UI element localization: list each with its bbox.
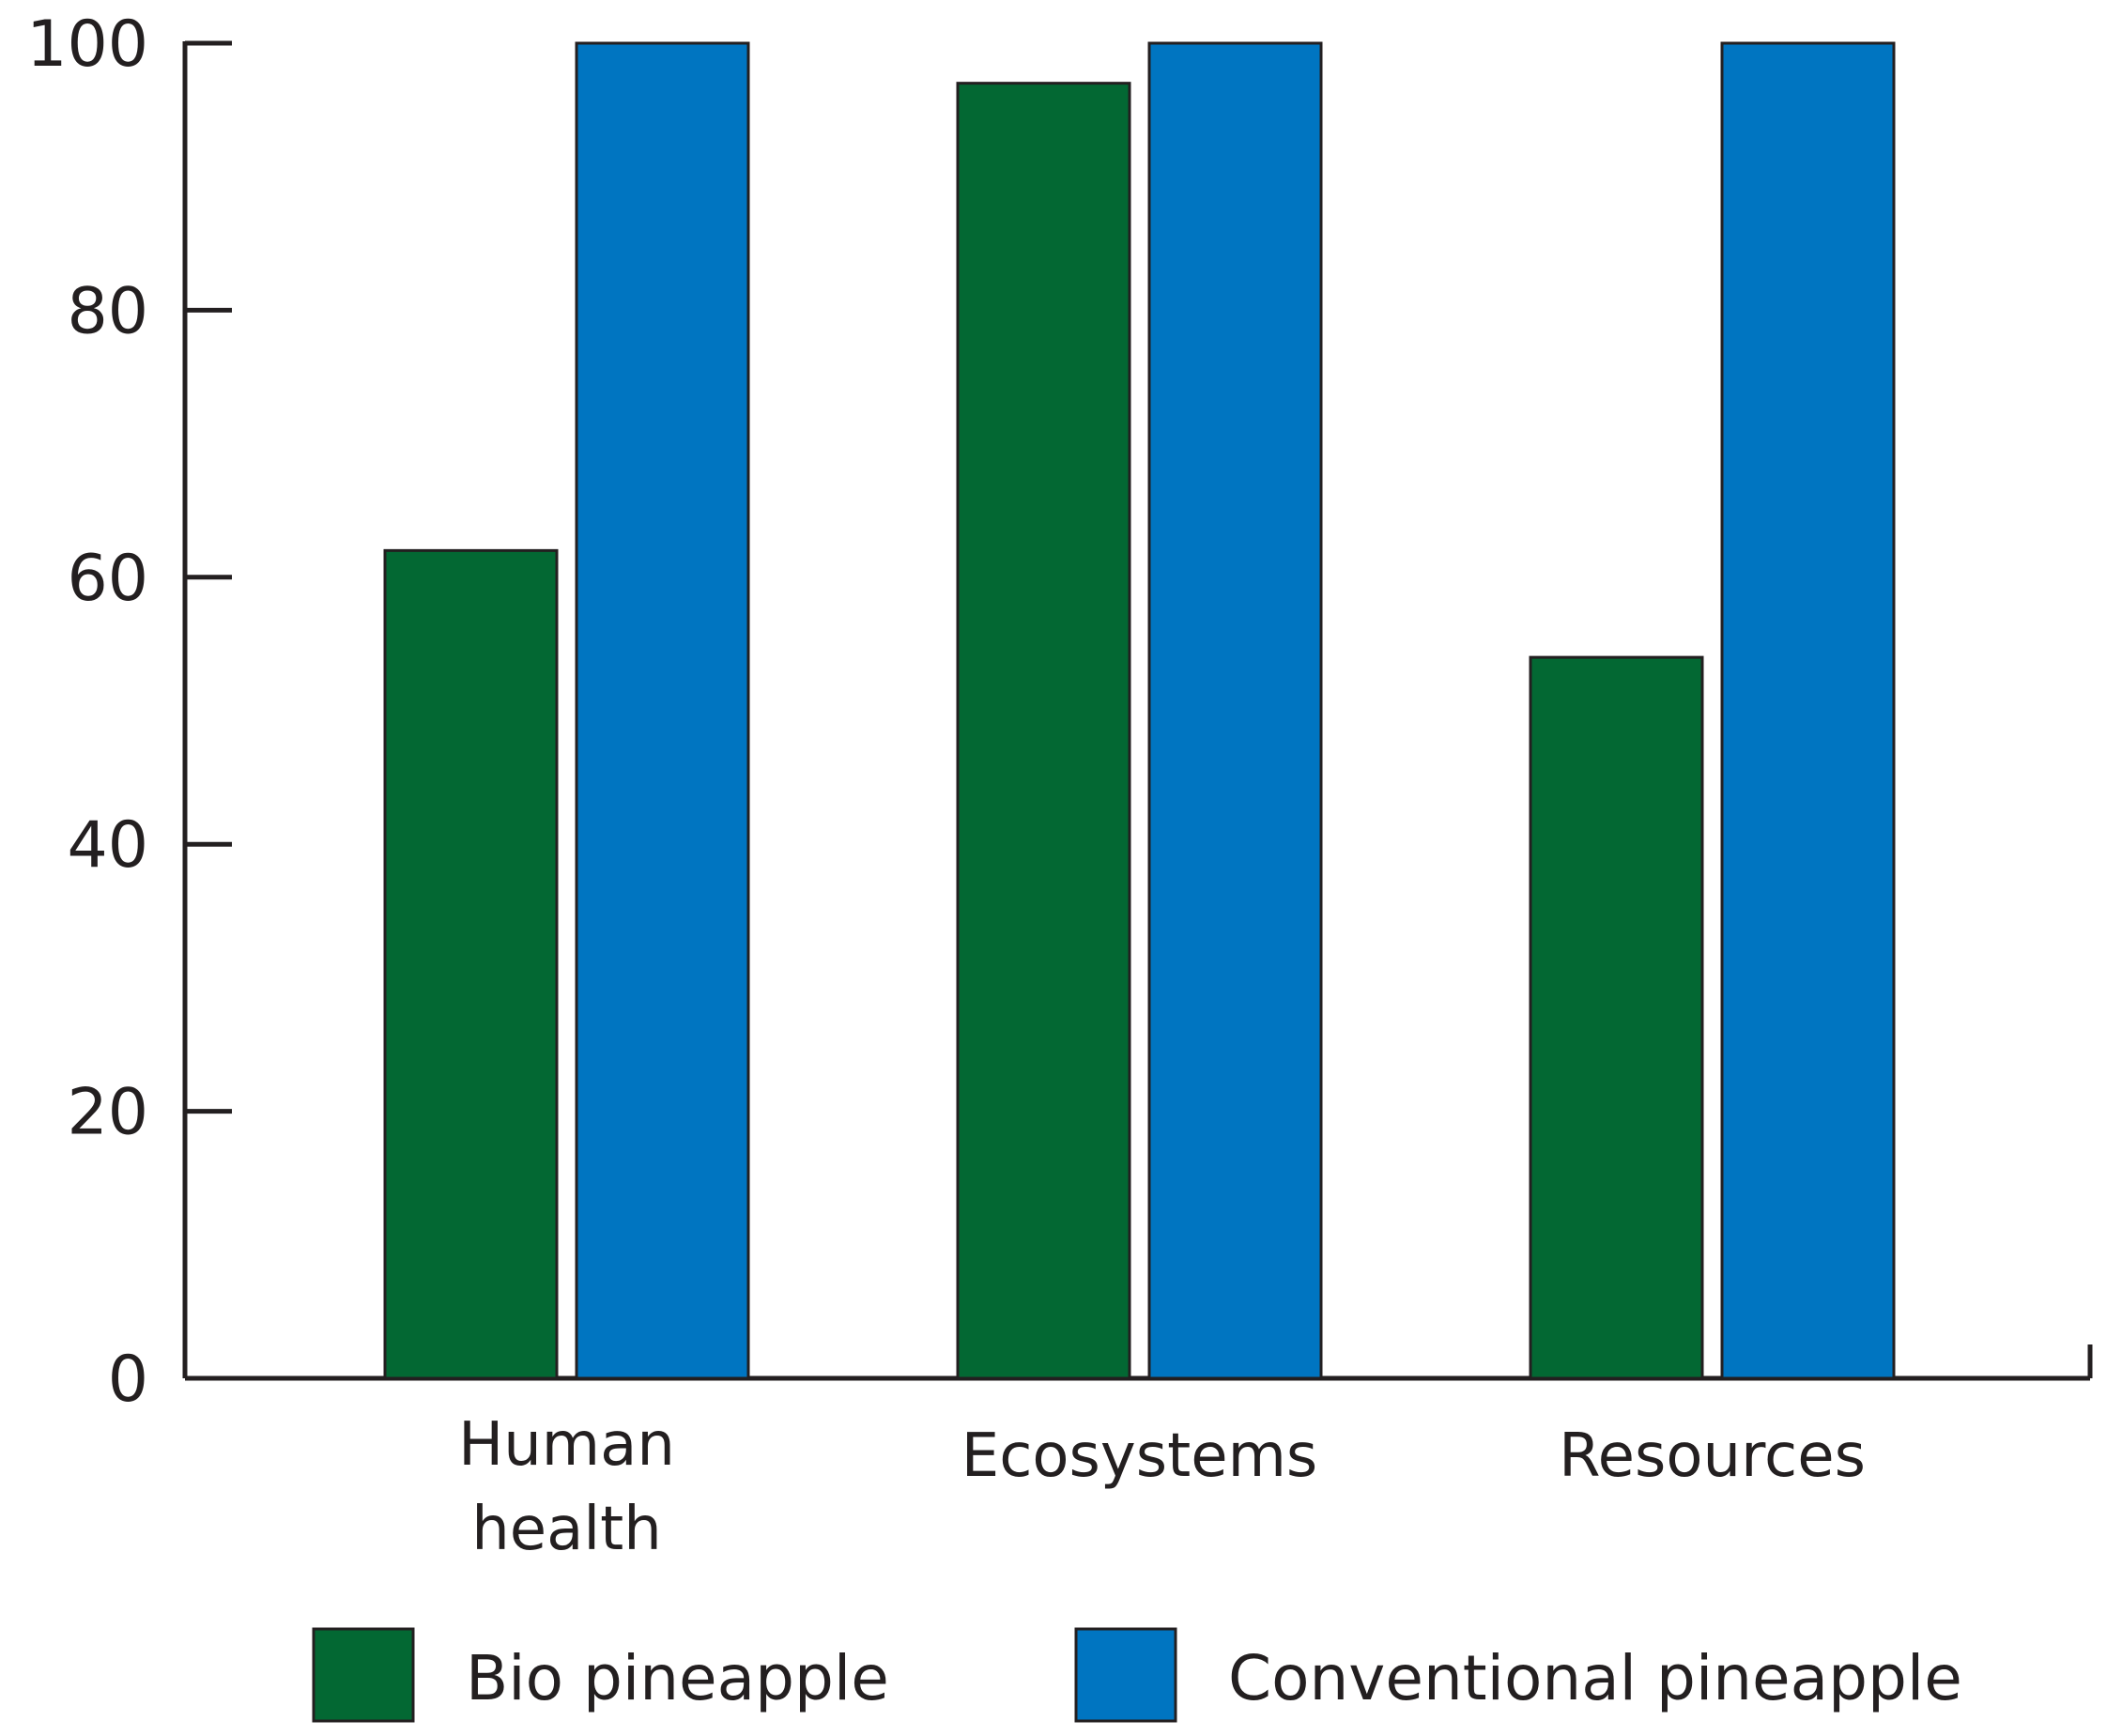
bio-legend-label: Bio pineapple xyxy=(466,1642,889,1714)
y-axis-ticks: 0 20 40 60 80 100 xyxy=(26,8,232,1417)
bio-bar-2 xyxy=(1529,655,1704,1380)
y-tick-label: 80 xyxy=(67,274,148,348)
y-tick-label: 100 xyxy=(26,8,148,82)
y-tick-label: 40 xyxy=(67,808,148,883)
y-tick-label: 20 xyxy=(67,1076,148,1150)
conventional-bar-1 xyxy=(1147,41,1323,1380)
y-tick-label: 0 xyxy=(108,1343,148,1417)
bars xyxy=(383,41,1896,1380)
bio-bar-1 xyxy=(956,82,1131,1380)
y-tick-label: 60 xyxy=(67,542,148,616)
x-category-label: Ecosystems xyxy=(961,1421,1318,1491)
conventional-bar-0 xyxy=(575,41,750,1380)
conventional-legend-label: Conventional pineapple xyxy=(1228,1642,1962,1714)
bio-bar-0 xyxy=(383,548,559,1380)
x-category-label: Human xyxy=(458,1410,675,1480)
conventional-bar-2 xyxy=(1720,41,1896,1380)
conventional-legend-swatch xyxy=(1074,1627,1177,1723)
x-category-label: health xyxy=(471,1495,662,1564)
x-axis-category-labels: Human health Ecosystems Resources xyxy=(458,1410,1866,1564)
legend: Bio pineapple Conventional pineapple xyxy=(312,1627,1962,1723)
bio-legend-swatch xyxy=(312,1627,415,1723)
x-category-label: Resources xyxy=(1559,1421,1866,1491)
